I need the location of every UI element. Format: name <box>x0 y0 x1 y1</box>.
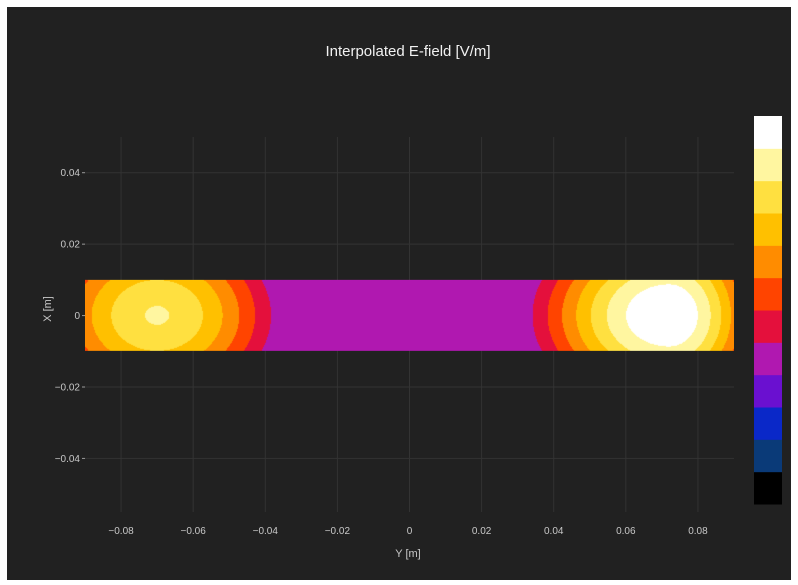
field-layer <box>85 279 734 351</box>
colorbar-segment <box>754 407 782 440</box>
x-tick-label: −0.02 <box>325 526 351 537</box>
colorbar-segment <box>754 310 782 343</box>
colorbar <box>754 116 782 505</box>
x-tick-label: 0.04 <box>544 526 564 537</box>
colorbar-segment <box>754 180 782 214</box>
x-axis-title: Y [m] <box>395 548 420 560</box>
colorbar-segment <box>754 148 782 182</box>
colorbar-segment <box>754 277 782 311</box>
colorbar-segment <box>754 213 782 246</box>
x-tick-label: −0.04 <box>253 526 279 537</box>
colorbar-segment <box>754 439 782 473</box>
y-axis-title: X [m] <box>42 296 54 322</box>
y-tick-label: 0 <box>74 311 80 322</box>
y-tick-label: −0.02 <box>55 383 81 394</box>
colorbar-segment <box>754 374 782 408</box>
x-tick-label: 0 <box>407 526 413 537</box>
x-tick-label: −0.08 <box>108 526 134 537</box>
y-axis-ticks: 0.04 0.02 0 −0.02 −0.04 <box>55 168 85 465</box>
colorbar-segment <box>754 245 782 279</box>
y-tick-label: 0.04 <box>61 168 81 179</box>
e-field-heatmap <box>85 279 734 351</box>
x-tick-label: 0.02 <box>472 526 492 537</box>
x-axis-ticks: −0.08 −0.06 −0.04 −0.02 0 0.02 0.04 0.06 0.08 <box>108 526 708 537</box>
x-tick-label: 0.06 <box>616 526 636 537</box>
x-tick-label: −0.06 <box>181 526 207 537</box>
colorbar-segment <box>754 342 782 376</box>
y-tick-label: 0.02 <box>61 240 81 251</box>
chart-frame: Interpolated E-field [V/m] −0.08 −0.06 −0.… <box>7 7 791 580</box>
y-tick-label: −0.04 <box>55 454 81 465</box>
chart-title: Interpolated E-field [V/m] <box>325 43 490 60</box>
colorbar-segment <box>754 116 782 149</box>
chart-svg: Interpolated E-field [V/m] −0.08 −0.06 −0.… <box>42 43 782 560</box>
x-tick-label: 0.08 <box>688 526 708 537</box>
colorbar-segment <box>754 471 782 505</box>
